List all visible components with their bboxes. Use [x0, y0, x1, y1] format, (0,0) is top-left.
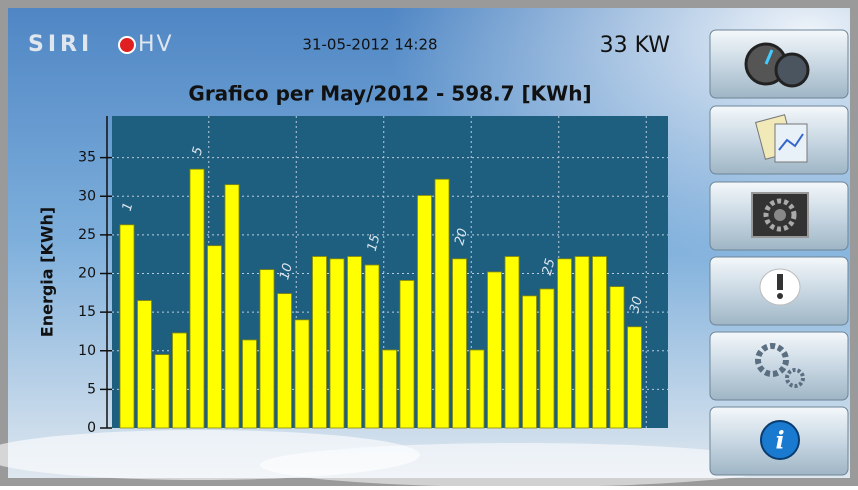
- logo-right: HV: [138, 32, 174, 57]
- bar: [207, 245, 222, 429]
- datetime: 31-05-2012 14:28: [302, 36, 437, 54]
- day-label: 15: [365, 233, 384, 253]
- bar: [417, 195, 432, 429]
- btn-gauges[interactable]: [709, 29, 849, 99]
- bar: [119, 224, 135, 429]
- btn-config[interactable]: [709, 331, 849, 401]
- bar: [189, 168, 205, 429]
- bar: [504, 256, 520, 429]
- bar: [539, 288, 555, 429]
- bar: [242, 339, 257, 429]
- bar: [452, 258, 467, 429]
- y-tick-label: 30: [78, 188, 96, 204]
- bar: [487, 271, 502, 429]
- cloud: [260, 443, 780, 487]
- day-label: 30: [627, 295, 646, 315]
- y-tick-label: 25: [78, 227, 96, 243]
- y-tick-label: 10: [78, 343, 96, 359]
- bar: [434, 178, 450, 429]
- bar: [312, 256, 327, 429]
- bar: [329, 258, 345, 429]
- bar: [557, 258, 572, 429]
- bar: [294, 319, 310, 429]
- bar: [627, 326, 642, 429]
- bar: [137, 300, 152, 429]
- y-axis-label: Energia [KWh]: [38, 207, 57, 337]
- side-buttons: i: [709, 29, 849, 476]
- bar: [277, 293, 292, 429]
- logo-left: SIRI: [28, 32, 93, 57]
- logo-dot: [118, 36, 136, 54]
- y-tick-label: 20: [78, 266, 96, 282]
- bar: [574, 256, 590, 429]
- day-label: 20: [452, 227, 471, 247]
- btn-settings[interactable]: [709, 181, 849, 251]
- y-tick-label: 0: [87, 420, 96, 436]
- day-label: 10: [277, 262, 296, 282]
- bar: [172, 332, 187, 429]
- btn-alarms[interactable]: [709, 256, 849, 326]
- svg-text:i: i: [775, 426, 784, 455]
- bar: [364, 264, 380, 429]
- bar: [382, 349, 397, 429]
- day-label: 5: [190, 145, 207, 157]
- chart-title: Grafico per May/2012 - 598.7 [KWh]: [188, 82, 591, 106]
- y-tick-label: 15: [78, 304, 96, 320]
- day-label: 25: [540, 257, 559, 277]
- day-label: 1: [120, 201, 137, 213]
- bar: [522, 295, 537, 429]
- bar: [609, 286, 625, 429]
- bar: [224, 184, 240, 429]
- bar: [259, 269, 275, 429]
- y-tick-label: 35: [78, 150, 96, 166]
- bar: [469, 349, 485, 429]
- bar: [347, 256, 362, 429]
- bar: [399, 280, 415, 429]
- btn-charts[interactable]: [709, 105, 849, 175]
- bar: [592, 256, 607, 429]
- btn-info[interactable]: i: [709, 406, 849, 476]
- y-tick-label: 5: [87, 381, 96, 397]
- power: 33 KW: [600, 33, 671, 58]
- bar: [154, 354, 170, 429]
